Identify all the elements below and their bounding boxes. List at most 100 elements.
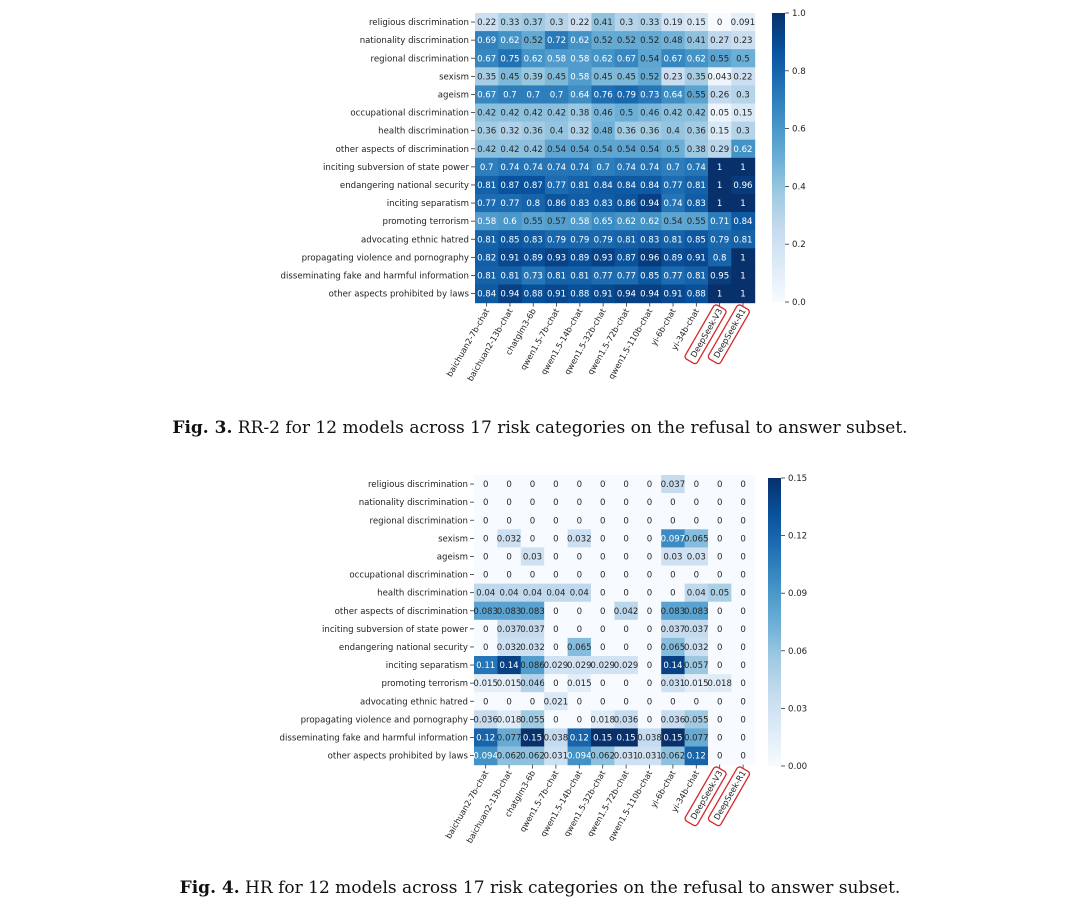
y-tick-label: other aspects prohibited by laws — [328, 752, 469, 762]
heatmap-cell — [614, 284, 639, 304]
cell-value: 0 — [740, 534, 745, 544]
cell-value: 0.58 — [477, 217, 496, 227]
y-tick-label: inciting subversion of state power — [322, 625, 468, 635]
heatmap-cell — [708, 565, 732, 585]
heatmap-cell — [661, 230, 686, 249]
y-tick-label: nationality discrimination — [359, 498, 468, 508]
cell-value: 0.42 — [524, 109, 543, 119]
cell-value: 0.031 — [661, 679, 686, 689]
cell-value: 0.036 — [614, 715, 639, 725]
cell-value: 0.62 — [500, 36, 519, 46]
heatmap-cell — [544, 266, 569, 286]
heatmap-cell — [708, 121, 732, 141]
heatmap-cell — [498, 284, 523, 304]
heatmap-cell — [661, 139, 686, 159]
cell-value: 0.32 — [570, 127, 589, 137]
cell-value: 0.065 — [684, 534, 709, 544]
cell-value: 0.7 — [550, 90, 564, 100]
heatmap-cell — [661, 475, 686, 494]
cell-value: 0.38 — [687, 145, 706, 155]
cell-value: 0.031 — [544, 752, 569, 762]
heatmap-cell — [591, 565, 615, 585]
cell-value: 0.015 — [473, 679, 498, 689]
cell-value: 0.094 — [473, 752, 498, 762]
heatmap-cell — [497, 475, 522, 494]
cell-value: 0 — [717, 516, 722, 526]
cell-value: 0 — [600, 697, 605, 707]
cell-value: 0 — [694, 571, 699, 581]
cell-value: 0 — [717, 697, 722, 707]
heatmap-cell — [731, 212, 756, 231]
cell-value: 0.029 — [567, 661, 592, 671]
cell-value: 0 — [740, 733, 745, 743]
heatmap-cell — [731, 103, 756, 123]
heatmap-cell — [544, 746, 569, 766]
heatmap-cell — [498, 49, 523, 68]
heatmap-cell — [731, 175, 756, 195]
heatmap-cell — [567, 565, 592, 585]
cell-value: 0.7 — [526, 90, 540, 100]
cell-value: 0 — [623, 643, 628, 653]
cell-value: 0.62 — [640, 217, 659, 227]
cell-value: 0.04 — [687, 589, 706, 599]
cell-value: 0.87 — [500, 181, 519, 191]
heatmap-cell — [474, 601, 498, 621]
cell-value: 0.87 — [524, 181, 543, 191]
cell-value: 0.04 — [546, 589, 565, 599]
heatmap-cell — [731, 601, 756, 621]
y-tick-label: regional discrimination — [370, 516, 468, 526]
cell-value: 0.46 — [594, 109, 613, 119]
cell-value: 0.15 — [593, 733, 612, 743]
heatmap-cell — [708, 746, 732, 766]
cell-value: 0 — [553, 480, 558, 490]
heatmap-cell — [544, 637, 569, 657]
heatmap-cell — [661, 601, 686, 621]
heatmap-cell — [614, 619, 639, 639]
cell-value: 0.29 — [710, 145, 729, 155]
cell-value: 0.062 — [590, 752, 615, 762]
heatmap-cell — [731, 248, 756, 267]
heatmap-cell — [708, 601, 732, 621]
colorbar-tick-label: 0.12 — [788, 532, 807, 542]
heatmap-cell — [614, 13, 639, 32]
heatmap-cell — [591, 157, 616, 177]
heatmap-cell — [544, 529, 569, 548]
heatmap-cell — [591, 746, 615, 766]
cell-value: 0.79 — [617, 90, 636, 100]
y-tick-label: occupational discrimination — [349, 571, 468, 581]
cell-value: 0 — [577, 498, 582, 508]
cell-value: 0 — [600, 516, 605, 526]
cell-value: 0.58 — [570, 72, 589, 82]
cell-value: 0.5 — [666, 145, 680, 155]
highlight-box — [707, 766, 751, 827]
cell-value: 0.4 — [666, 127, 680, 137]
heatmap-cell — [614, 212, 639, 231]
colorbar-tick-label: 1.0 — [792, 9, 806, 19]
heatmap-cell — [708, 656, 732, 675]
cell-value: 0.8 — [526, 199, 540, 209]
heatmap-cell — [661, 157, 686, 177]
heatmap-cell — [708, 157, 732, 177]
cell-value: 0 — [623, 480, 628, 490]
cell-value: 0.81 — [570, 181, 589, 191]
heatmap-cell — [475, 212, 499, 231]
cell-value: 0.96 — [640, 253, 659, 263]
heatmap-cell — [521, 121, 546, 141]
cell-value: 0.79 — [710, 235, 729, 245]
cell-value: 0.55 — [687, 217, 706, 227]
heatmap-cell — [661, 529, 686, 548]
cell-value: 0.54 — [570, 145, 589, 155]
heatmap-cell — [544, 656, 569, 675]
cell-value: 0.3 — [620, 18, 634, 28]
cell-value: 0.032 — [497, 534, 522, 544]
heatmap-cell — [568, 67, 593, 86]
heatmap-cell — [638, 31, 662, 50]
heatmap-cell — [474, 529, 498, 548]
cell-value: 0 — [506, 552, 511, 562]
cell-value: 0.12 — [476, 733, 495, 743]
cell-value: 0.15 — [523, 733, 542, 743]
colorbar-tick-label: 0.00 — [788, 762, 807, 772]
heatmap-cell — [637, 692, 662, 711]
cell-value: 0.065 — [567, 643, 592, 653]
x-tick-label: qwen1.5-110b-chat — [606, 306, 655, 381]
